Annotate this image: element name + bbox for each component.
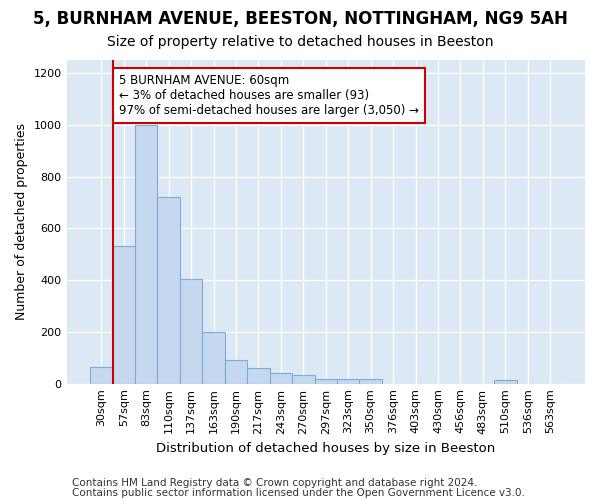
Text: Size of property relative to detached houses in Beeston: Size of property relative to detached ho…	[107, 35, 493, 49]
Bar	[337, 378, 359, 384]
Bar	[314, 378, 337, 384]
Bar	[359, 378, 382, 384]
Bar	[157, 197, 180, 384]
Bar	[180, 279, 202, 384]
Text: 5 BURNHAM AVENUE: 60sqm
← 3% of detached houses are smaller (93)
97% of semi-det: 5 BURNHAM AVENUE: 60sqm ← 3% of detached…	[119, 74, 419, 117]
Bar	[135, 124, 157, 384]
X-axis label: Distribution of detached houses by size in Beeston: Distribution of detached houses by size …	[156, 442, 496, 455]
Bar	[113, 246, 135, 384]
Bar	[247, 368, 269, 384]
Text: Contains public sector information licensed under the Open Government Licence v3: Contains public sector information licen…	[72, 488, 525, 498]
Y-axis label: Number of detached properties: Number of detached properties	[15, 124, 28, 320]
Bar	[269, 374, 292, 384]
Bar	[494, 380, 517, 384]
Bar	[90, 367, 113, 384]
Text: Contains HM Land Registry data © Crown copyright and database right 2024.: Contains HM Land Registry data © Crown c…	[72, 478, 478, 488]
Text: 5, BURNHAM AVENUE, BEESTON, NOTTINGHAM, NG9 5AH: 5, BURNHAM AVENUE, BEESTON, NOTTINGHAM, …	[32, 10, 568, 28]
Bar	[225, 360, 247, 384]
Bar	[292, 376, 314, 384]
Bar	[202, 332, 225, 384]
